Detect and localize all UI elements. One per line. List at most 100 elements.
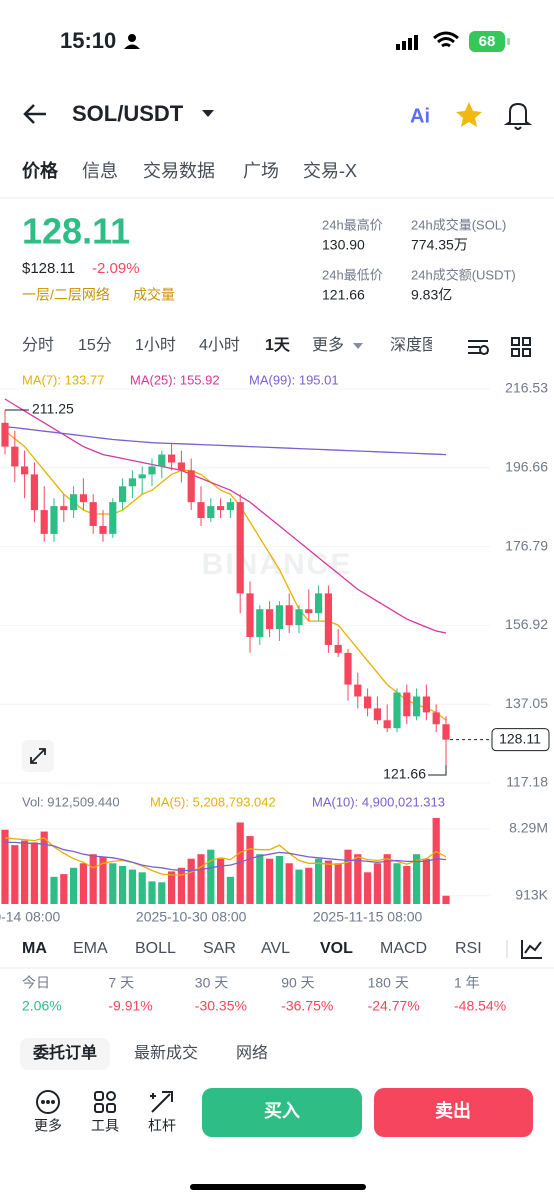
interval[interactable]: 1天: [265, 337, 291, 354]
chart-tools[interactable]: [468, 337, 531, 357]
interval[interactable]: 更多: [312, 336, 344, 354]
volume-ma-line: [4, 837, 447, 876]
candle-body: [30, 474, 38, 511]
volume-legend: Vol: 912,509.440: [22, 794, 120, 809]
volume-bar: [285, 863, 293, 904]
order-tab[interactable]: 网络: [236, 1043, 268, 1062]
order-tab-active[interactable]: [20, 1038, 110, 1070]
tool-label[interactable]: 工具: [91, 1118, 119, 1134]
indicator[interactable]: AVL: [261, 940, 290, 957]
y-tick-label: 117.18: [506, 774, 548, 790]
volume-tick-label: 913K: [515, 886, 548, 902]
volume-tick-label: 8.29M: [509, 820, 548, 836]
volume-bar: [128, 869, 136, 904]
candle-body: [79, 494, 87, 503]
candle-body: [266, 609, 274, 630]
volume-ma-line: [5, 841, 447, 872]
pair-dropdown[interactable]: [202, 110, 214, 117]
indicator[interactable]: VOL: [320, 940, 353, 957]
volume-bar: [442, 895, 450, 904]
interval[interactable]: 分时: [22, 336, 54, 354]
x-tick-label: 2025-10-30 08:00: [136, 909, 247, 925]
indicator[interactable]: MA: [22, 940, 47, 957]
candle-body: [21, 466, 29, 475]
tab[interactable]: 广场: [243, 161, 279, 181]
period-label: 90 天: [281, 975, 314, 991]
indicator[interactable]: BOLL: [135, 940, 176, 957]
volume-bar: [393, 863, 401, 904]
ai-button[interactable]: Ai: [410, 105, 430, 127]
tag[interactable]: 一层/二层网络: [22, 287, 110, 303]
tool-label[interactable]: 杠杆: [148, 1118, 176, 1134]
order-tab[interactable]: 最新成交: [134, 1044, 198, 1062]
low-label: 121.66: [383, 766, 426, 782]
candle-body: [246, 593, 254, 637]
ma-line: [4, 430, 447, 721]
volume-bar: [364, 872, 372, 904]
candle-body: [197, 502, 205, 519]
expand-button[interactable]: [22, 740, 54, 772]
volume-bar: [334, 863, 342, 904]
volume-bar: [217, 858, 225, 904]
tool-label[interactable]: 更多: [34, 1118, 62, 1134]
candle-body: [187, 470, 195, 503]
buy-label[interactable]: 买入: [264, 1101, 300, 1121]
volume-bar: [119, 865, 127, 904]
candle-body: [99, 525, 107, 534]
volume-bar: [413, 854, 421, 904]
stat-label: 24h成交量(SOL): [411, 217, 506, 232]
candle-body: [354, 684, 362, 697]
candle-body: [442, 724, 450, 740]
indicator[interactable]: EMA: [73, 940, 108, 957]
tag[interactable]: 成交量: [133, 287, 175, 303]
sell-label[interactable]: 卖出: [435, 1100, 471, 1121]
tool-icons[interactable]: [36, 1090, 173, 1114]
indicator[interactable]: RSI: [455, 940, 482, 957]
y-tick-label: 137.05: [505, 695, 548, 711]
tab[interactable]: 价格: [22, 160, 59, 181]
back-button[interactable]: [23, 104, 46, 124]
interval[interactable]: 深度图: [390, 336, 438, 354]
interval[interactable]: 1小时: [135, 336, 176, 354]
volume-bar: [168, 871, 176, 904]
status-icons: [124, 31, 510, 52]
tab[interactable]: 信息: [82, 161, 118, 181]
y-tick-label: 216.53: [505, 380, 548, 396]
candle-body: [393, 692, 401, 729]
volume-ma-legend: MA(5): 5,208,793.042: [150, 794, 276, 809]
indicator[interactable]: SAR: [203, 940, 236, 957]
ma-line: [4, 426, 447, 456]
buy-button[interactable]: [202, 1088, 362, 1137]
alert[interactable]: [503, 102, 533, 130]
volume-bar: [324, 860, 332, 904]
candle-body: [422, 696, 430, 713]
last-price: 128.11: [22, 211, 130, 252]
candle-body: [109, 502, 117, 534]
stat-value: 130.90: [322, 237, 365, 253]
period-change: -36.75%: [281, 998, 333, 1014]
indicator-icon[interactable]: [506, 940, 542, 959]
order-tab[interactable]: 委托订单: [32, 1043, 97, 1062]
interval[interactable]: 4小时: [199, 336, 240, 354]
candle-body: [383, 720, 391, 729]
favorite[interactable]: [456, 102, 482, 127]
volume-bar: [148, 881, 156, 904]
volume-bar: [422, 858, 430, 904]
stat-label: 24h最高价: [322, 217, 383, 232]
volume-bar: [344, 849, 352, 904]
sell-button[interactable]: [374, 1088, 533, 1137]
volume-bar: [373, 863, 381, 904]
indicator[interactable]: MACD: [380, 940, 427, 957]
tab[interactable]: 交易数据: [143, 161, 215, 181]
candle-body: [50, 506, 58, 534]
tab[interactable]: 交易-X: [303, 161, 357, 181]
candle-body: [334, 644, 342, 653]
interval[interactable]: 15分: [78, 336, 112, 354]
volume-bar: [40, 831, 48, 904]
volume-bar: [60, 874, 68, 904]
usd-price: $128.11: [22, 260, 75, 277]
candle-body: [226, 502, 234, 511]
volume-bar: [158, 882, 166, 904]
candle-body: [89, 502, 97, 526]
ma-legend: MA(7): 133.77: [22, 372, 104, 387]
